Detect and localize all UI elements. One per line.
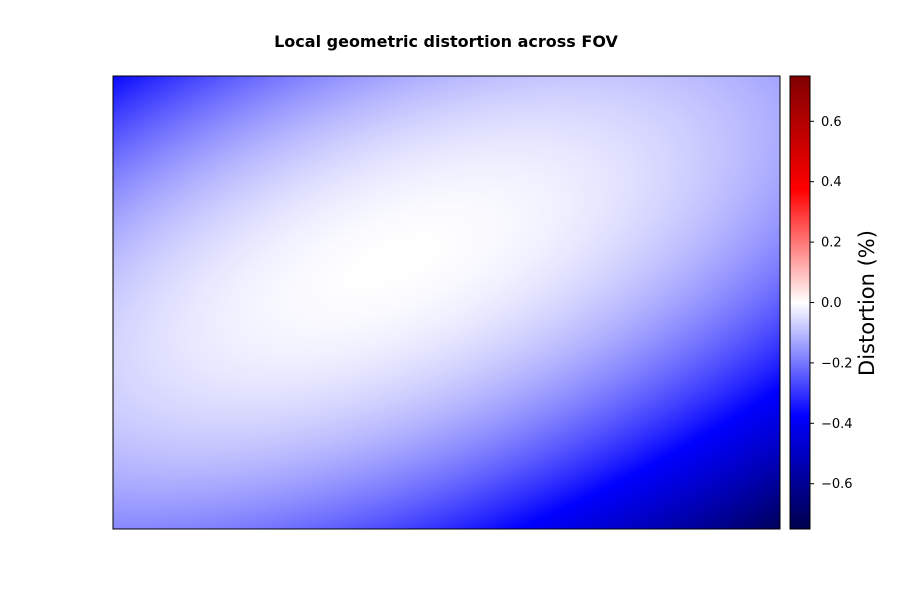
colorbar-label: Distortion (%) [855,230,879,376]
colorbar-tick-label: 0.2 [821,236,842,251]
colorbar-tick-label: −0.4 [821,417,853,432]
colorbar: −0.6 −0.4 −0.2 0.0 0.2 0.4 0.6 Distortion (%) [789,75,879,530]
colorbar-gradient [790,76,810,529]
heatmap-field [113,76,780,529]
colorbar-tick-label: −0.2 [821,356,853,371]
heatmap-plot-area [112,75,781,530]
colorbar-tick-label: −0.6 [821,477,853,492]
colorbar-tick-label: 0.0 [821,296,842,311]
chart-title: Local geometric distortion across FOV [274,32,618,51]
plot-frame [112,75,781,530]
colorbar-ticks: −0.6 −0.4 −0.2 0.0 0.2 0.4 0.6 [810,115,853,492]
colorbar-tick-label: 0.4 [821,175,842,190]
colorbar-tick-label: 0.6 [821,115,842,130]
